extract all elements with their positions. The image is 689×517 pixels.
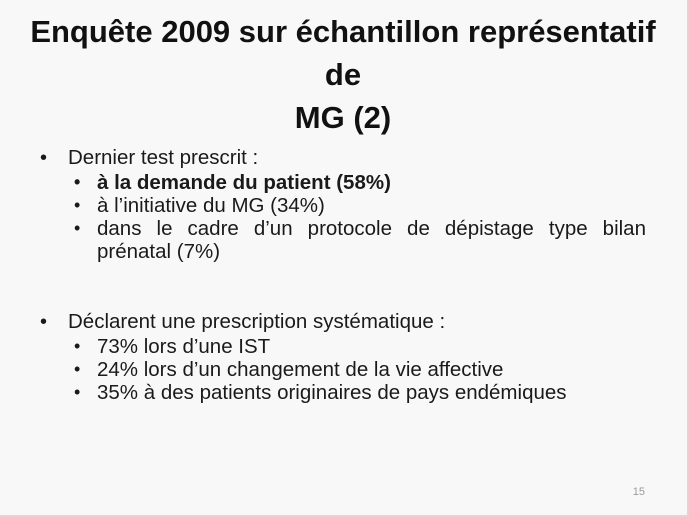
list-item: • à l’initiative du MG (34%) (36, 194, 646, 217)
bullet-icon: • (74, 218, 81, 238)
slide-title: Enquête 2009 sur échantillon représentat… (18, 10, 668, 139)
bullet-icon: • (74, 336, 81, 356)
bullet-icon: • (40, 311, 48, 333)
section-heading-text: Déclarent une prescription systématique … (68, 310, 446, 333)
list-item-text: à l’initiative du MG (34%) (97, 194, 325, 217)
bullet-list: • 73% lors d’une IST • 24% lors d’un cha… (36, 335, 646, 404)
list-item-text: dans le cadre d’un protocole de dépistag… (97, 217, 646, 263)
list-item: • dans le cadre d’un protocole de dépist… (36, 217, 646, 263)
bullet-icon: • (40, 147, 48, 169)
list-item: • 73% lors d’une IST (36, 335, 646, 358)
bullet-icon: • (74, 359, 81, 379)
page-number: 15 (632, 486, 645, 498)
slide-title-line-1: Enquête 2009 sur échantillon représentat… (30, 14, 656, 92)
list-item-text: à la demande du patient (58%) (97, 171, 391, 194)
bullet-list: • à la demande du patient (58%) • à l’in… (36, 171, 646, 263)
section-heading-text: Dernier test prescrit : (68, 146, 259, 169)
list-item-text: 35% à des patients originaires de pays e… (97, 381, 567, 404)
section-systematic-prescription: • Déclarent une prescription systématiqu… (36, 309, 646, 404)
slide-content: • Dernier test prescrit : • à la demande… (36, 145, 646, 404)
bullet-icon: • (74, 172, 81, 192)
bullet-icon: • (74, 195, 81, 215)
list-item: • 35% à des patients originaires de pays… (36, 381, 646, 404)
list-item: • à la demande du patient (58%) (36, 171, 646, 194)
list-item-text: 73% lors d’une IST (97, 335, 271, 358)
list-item-text: 24% lors d’un changement de la vie affec… (97, 358, 504, 381)
slide-title-line-2: MG (2) (294, 100, 392, 135)
list-item: • 24% lors d’un changement de la vie aff… (36, 358, 646, 381)
bullet-icon: • (74, 382, 81, 402)
section-last-test: • Dernier test prescrit : • à la demande… (36, 145, 646, 263)
section-heading: • Déclarent une prescription systématiqu… (36, 309, 646, 335)
section-heading: • Dernier test prescrit : (36, 145, 646, 171)
